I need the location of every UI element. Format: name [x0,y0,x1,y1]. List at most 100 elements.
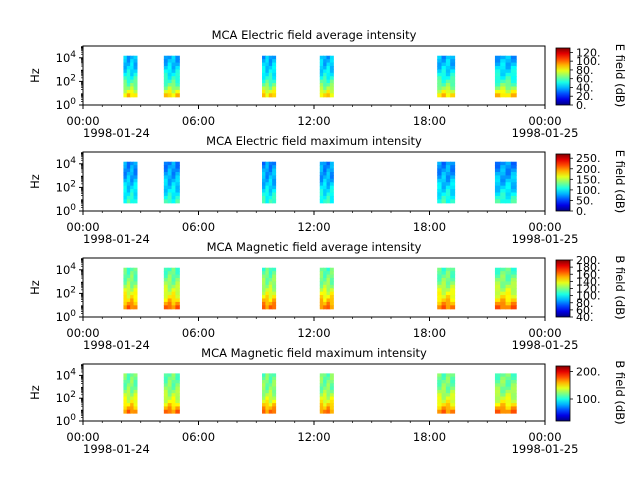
data-cell [123,399,128,404]
data-cell [123,376,128,381]
data-cell [126,93,131,98]
date-end-label: 1998-01-25 [512,338,579,352]
data-cell [265,79,270,84]
x-tick-label: 12:00 [297,114,330,128]
data-cell [441,76,447,81]
data-cell [441,189,447,194]
data-cell [329,165,334,170]
colorbar-tick-label: 200. [576,254,601,267]
data-segment [319,267,334,310]
data-cell [167,389,173,394]
data-cell [437,168,443,173]
y-axis-label: Hz [28,174,42,189]
data-cell [323,165,328,170]
data-cell [126,86,131,91]
data-cell [133,182,138,187]
data-cell [326,277,331,282]
data-cell [494,55,501,60]
data-segment [123,55,138,98]
data-cell [494,288,501,293]
data-cell [133,288,138,293]
colorbar-tick-label: 100. [576,55,601,68]
data-cell [126,277,131,282]
data-cell [262,284,266,289]
data-cell [510,281,517,286]
data-cell [500,386,507,391]
data-cell [163,69,169,74]
data-cell [510,89,517,94]
colorbar-tick-label: 0. [576,205,587,218]
data-cell [175,389,180,394]
data-cell [163,396,169,401]
data-cell [450,72,456,77]
data-segment [319,161,334,204]
data-cell [175,284,180,289]
data-cell [123,409,128,414]
data-cell [510,301,517,306]
data-cell [130,93,135,98]
data-cell [167,284,173,289]
data-cell [505,76,512,81]
data-cell [326,288,331,293]
colorbar-gradient [555,47,571,106]
data-cell [510,55,517,60]
colorbar-label: E field (dB) [613,150,627,214]
data-cell [167,195,173,200]
colorbar: 100. 200. B field (dB) [555,360,627,425]
data-cell [262,83,266,88]
data-cell [445,93,451,98]
data-cell [175,386,180,391]
data-cell [133,178,138,183]
data-cell [272,185,277,190]
data-cell [175,55,180,60]
data-cell [123,271,128,276]
data-cell [437,175,443,180]
data-cell [163,178,169,183]
data-cell [268,281,273,286]
data-cell [323,83,328,88]
data-cell [130,409,135,414]
data-cell [326,182,331,187]
data-cell [175,83,180,88]
date-end-label: 1998-01-25 [512,126,579,140]
data-cell [326,393,331,398]
data-cell [272,72,277,77]
data-cell [265,295,270,300]
data-cell [126,284,131,289]
data-cell [494,281,501,286]
data-cell [171,380,176,384]
x-tick-label: 00:00 [528,326,561,340]
data-cell [494,277,501,282]
data-cell [441,277,447,282]
date-start-label: 1998-01-24 [83,442,150,456]
data-cell [265,83,270,88]
data-cell [167,406,173,411]
data-cell [326,89,331,94]
data-cell [265,189,270,194]
data-cell [450,168,456,173]
data-cell [326,59,331,64]
data-cell [319,72,324,77]
data-cell [123,165,128,170]
colorbar-gradient [555,153,571,212]
data-cell [171,406,176,411]
data-cell [171,178,176,183]
data-cell [126,393,131,398]
data-cell [133,165,138,170]
data-cell [500,406,507,411]
data-cell [123,182,128,187]
data-cell [268,403,273,408]
data-cell [175,62,180,67]
data-cell [133,386,138,391]
data-cell [130,267,135,272]
data-cell [494,386,501,391]
data-cell [445,396,451,401]
data-cell [272,175,277,180]
data-cell [437,93,443,98]
data-cell [329,55,334,60]
data-cell [133,267,138,272]
data-cell [437,182,443,187]
data-cell [272,271,277,276]
data-cell [323,161,328,166]
data-cell [167,175,173,180]
